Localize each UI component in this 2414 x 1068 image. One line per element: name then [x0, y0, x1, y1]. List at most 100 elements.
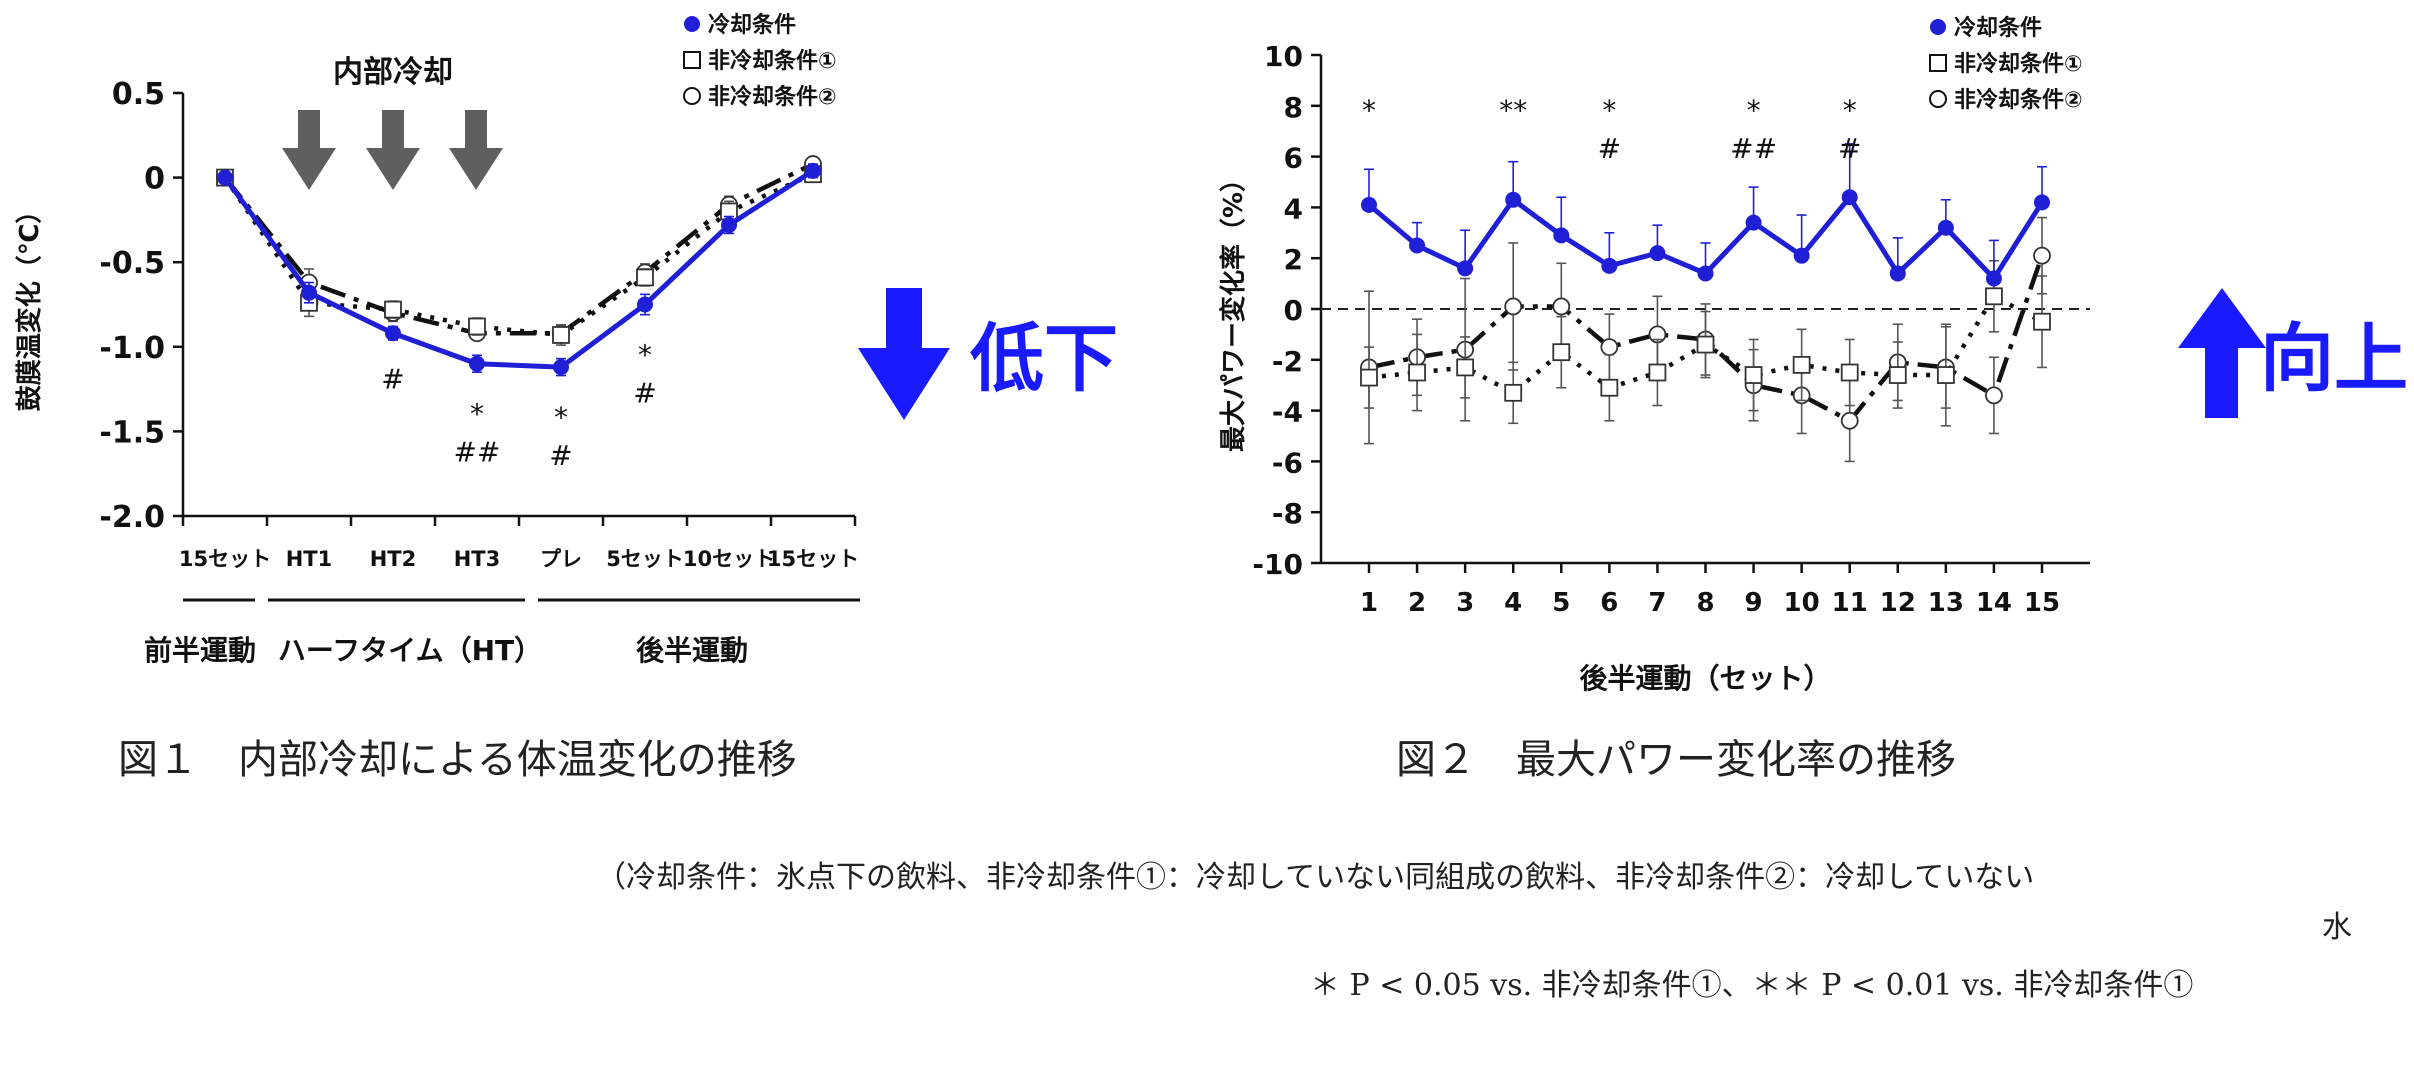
- x-tick-label: 10: [1784, 588, 1820, 618]
- y-tick-label: -1.0: [99, 331, 165, 366]
- data-point-2-10: [1840, 411, 1859, 430]
- x-tick-label: 9: [1745, 588, 1763, 618]
- data-point-1-4: [552, 326, 570, 344]
- legend-marker-1: [1929, 54, 1947, 72]
- y-tick-label: -10: [1252, 548, 1303, 581]
- legend-label-1: 非冷却条件①: [1954, 51, 2083, 77]
- x-tick-label: 7: [1648, 588, 1666, 618]
- significance-mark: #: [1598, 132, 1621, 165]
- group-label-first-half: 前半運動: [144, 634, 256, 667]
- significance-mark: #: [381, 362, 404, 395]
- data-point-0-3: [469, 355, 485, 372]
- significance-mark: *: [638, 339, 652, 372]
- internal-cooling-label: 内部冷却: [333, 55, 453, 90]
- y-axis-label: 最大パワー変化率（%）: [1218, 166, 1249, 452]
- x-tick-label: 10セット: [683, 547, 775, 571]
- x-tick-label: 3: [1456, 588, 1474, 618]
- x-tick-label: 2: [1408, 588, 1426, 618]
- data-point-0-2: [385, 325, 401, 342]
- data-point-1-3: [468, 317, 486, 336]
- data-point-0-3: [1505, 191, 1522, 208]
- y-axis-label: 鼓膜温変化（℃）: [14, 198, 45, 412]
- data-point-0-8: [1745, 214, 1762, 231]
- data-point-1-2: [1456, 358, 1475, 377]
- x-tick-label: 5セット: [606, 547, 684, 571]
- data-point-1-4: [1552, 343, 1571, 362]
- significance-mark: *: [1747, 94, 1761, 127]
- data-point-1-12: [1936, 366, 1955, 384]
- x-tick-label: 12: [1880, 588, 1916, 618]
- data-point-0-14: [2034, 194, 2050, 211]
- x-tick-label: HT2: [370, 547, 417, 571]
- data-point-0-4: [553, 359, 569, 376]
- data-point-0-11: [1889, 265, 1906, 282]
- significance-mark: **: [1499, 94, 1527, 127]
- significance-mark: ##: [1730, 132, 1777, 165]
- data-point-0-13: [1985, 270, 2002, 287]
- data-point-1-11: [1888, 366, 1907, 384]
- figure1-caption: 図１ 内部冷却による体温変化の推移: [118, 737, 797, 783]
- data-point-2-4: [1552, 297, 1571, 316]
- x-tick-label: 11: [1832, 588, 1868, 618]
- legend-marker-1: [683, 51, 701, 69]
- group-label-halftime: ハーフタイム（HT）: [278, 634, 542, 667]
- y-tick-label: 6: [1284, 142, 1303, 175]
- data-point-1-10: [1840, 363, 1859, 382]
- x-tick-label: 6: [1600, 588, 1618, 618]
- y-tick-label: -0.5: [99, 246, 165, 281]
- y-tick-label: 8: [1284, 91, 1303, 124]
- data-point-0-4: [1553, 227, 1570, 244]
- legend-label-0: 冷却条件: [1954, 15, 2042, 41]
- data-point-0-7: [805, 162, 821, 179]
- x-tick-label: 15: [2024, 588, 2060, 618]
- data-point-0-9: [1793, 247, 1810, 264]
- data-point-0-5: [637, 296, 653, 313]
- y-tick-label: 10: [1264, 40, 1303, 73]
- data-point-1-13: [1985, 287, 2003, 306]
- significance-mark: *: [1602, 94, 1616, 127]
- x-tick-label: HT3: [454, 547, 501, 571]
- data-point-1-7: [1696, 335, 1715, 354]
- y-tick-label: -8: [1272, 497, 1303, 530]
- significance-mark: ##: [454, 436, 501, 469]
- data-point-1-5: [636, 268, 654, 287]
- y-tick-label: 2: [1284, 243, 1303, 276]
- data-point-2-5: [1600, 338, 1619, 357]
- data-point-1-14: [2033, 312, 2051, 331]
- y-tick-label: -1.5: [99, 415, 165, 450]
- legend-label-2: 非冷却条件②: [1954, 87, 2083, 113]
- footnote-conditions: （冷却条件：氷点下の飲料、非冷却条件①：冷却していない同組成の飲料、非冷却条件②…: [596, 860, 2035, 895]
- x-tick-label: 8: [1696, 588, 1714, 618]
- x-tick-label: 4: [1504, 588, 1522, 618]
- data-point-1-2: [384, 300, 402, 319]
- data-point-0-7: [1697, 265, 1714, 282]
- significance-mark: *: [1362, 94, 1376, 127]
- increase-label: 向上: [2260, 316, 2408, 402]
- figure2-caption: 図２ 最大パワー変化率の推移: [1396, 737, 1956, 783]
- data-point-1-0: [1360, 368, 1378, 387]
- down-arrow-icon: [449, 110, 503, 190]
- data-point-0-1: [301, 284, 317, 301]
- data-point-0-6: [721, 216, 737, 233]
- significance-mark: *: [554, 401, 568, 434]
- x-tick-label: プレ: [540, 547, 582, 571]
- significance-mark: #: [1838, 132, 1861, 165]
- down-arrow-icon: [282, 110, 336, 190]
- data-point-0-0: [1361, 196, 1377, 213]
- y-tick-label: 0: [1284, 294, 1303, 327]
- significance-mark: #: [549, 439, 572, 472]
- data-point-0-2: [1457, 260, 1474, 277]
- data-point-1-5: [1600, 378, 1619, 397]
- big-down-arrow-icon: [858, 288, 950, 420]
- data-point-2-14: [2033, 246, 2051, 265]
- x-tick-label: 14: [1976, 588, 2012, 618]
- x-tick-label: 15セット: [179, 547, 271, 571]
- legend-label-2: 非冷却条件②: [708, 84, 837, 110]
- x-tick-label: 15セット: [767, 547, 859, 571]
- significance-mark: *: [1843, 94, 1857, 127]
- data-point-1-9: [1792, 355, 1811, 374]
- footnote-conditions-cont: 水: [2322, 910, 2352, 945]
- data-point-0-0: [217, 169, 233, 186]
